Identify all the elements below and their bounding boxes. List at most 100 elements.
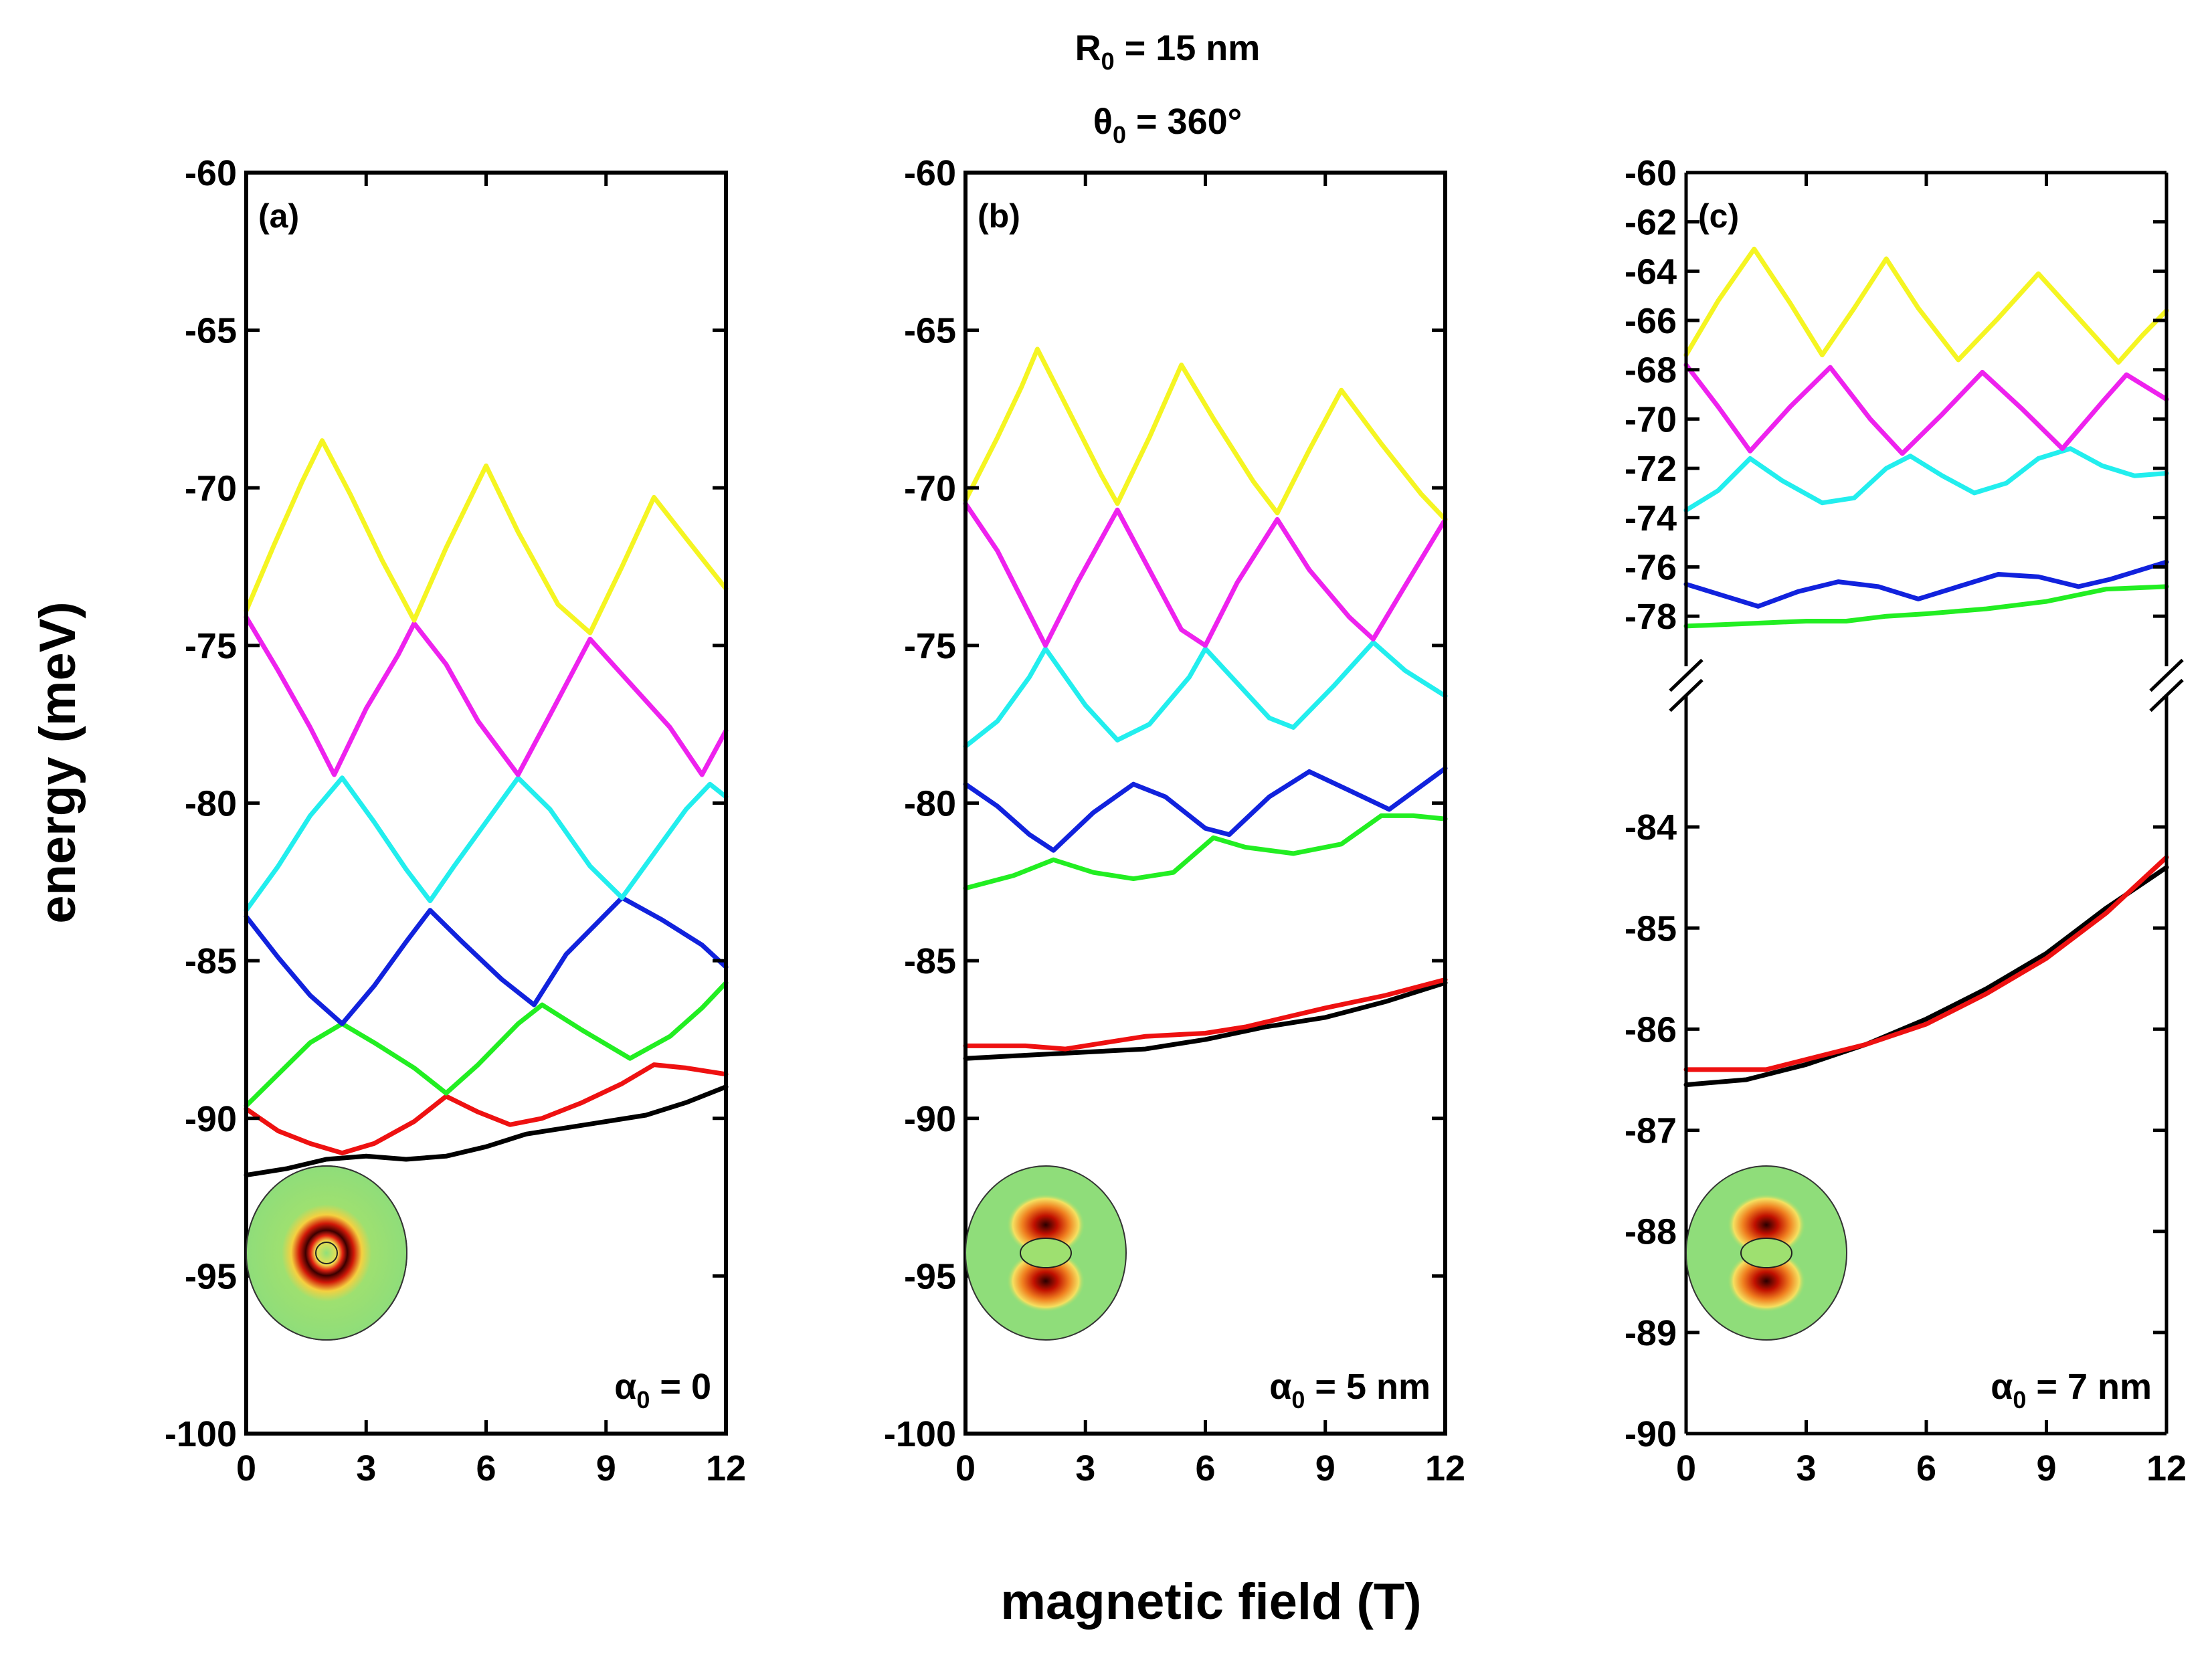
alpha-value: = 0 bbox=[650, 1367, 711, 1407]
y-tick-label: -90 bbox=[1625, 1414, 1677, 1454]
alpha-label: α0 = 0 bbox=[614, 1367, 711, 1414]
series-layer bbox=[963, 347, 1448, 1061]
series-yellow bbox=[963, 347, 1448, 522]
alpha-label: α0 = 5 nm bbox=[1269, 1367, 1431, 1414]
angle-subscript: 0 bbox=[1113, 121, 1126, 149]
y-tick-label: -80 bbox=[185, 784, 237, 824]
x-tick-label: 3 bbox=[1796, 1448, 1816, 1488]
y-tick-label: -65 bbox=[185, 311, 237, 351]
y-tick-label: -80 bbox=[904, 784, 956, 824]
series-red bbox=[1683, 855, 2169, 1072]
plot-frame bbox=[244, 171, 728, 1436]
y-tick-label: -89 bbox=[1625, 1313, 1677, 1353]
y-axis-title: energy (meV) bbox=[29, 601, 86, 924]
radius-symbol: R bbox=[1075, 28, 1101, 68]
series-black bbox=[963, 980, 1448, 1061]
series-red bbox=[244, 1062, 729, 1156]
y-tick-label: -64 bbox=[1625, 252, 1677, 292]
y-tick-label: -60 bbox=[1625, 153, 1677, 193]
series-magenta bbox=[1683, 362, 2169, 456]
y-tick-label: -78 bbox=[1625, 597, 1677, 637]
series-layer bbox=[244, 438, 729, 1178]
inset-lobe-top bbox=[1007, 1194, 1085, 1256]
y-tick-label: -84 bbox=[1625, 807, 1677, 848]
y-tick-label: -60 bbox=[185, 153, 237, 193]
panel-label: (b) bbox=[978, 197, 1020, 235]
inset-core bbox=[1740, 1238, 1792, 1268]
series-black bbox=[244, 1084, 729, 1178]
y-tick-label: -75 bbox=[904, 626, 956, 666]
x-tick-label: 0 bbox=[955, 1448, 976, 1488]
panel-label: (a) bbox=[258, 197, 299, 235]
x-tick-label: 6 bbox=[476, 1448, 496, 1488]
x-tick-label: 9 bbox=[2036, 1448, 2056, 1488]
alpha-value: = 5 nm bbox=[1305, 1367, 1431, 1407]
panel-b: 0 3 6 9 12 -60 -65 -70 -75 -80 -85 -90 -95 -100 (b) α0 … bbox=[884, 153, 1465, 1488]
series-blue bbox=[244, 895, 729, 1026]
x-axis-title: magnetic field (T) bbox=[1000, 1573, 1421, 1630]
axis-break-mark bbox=[1669, 678, 1703, 712]
series-red bbox=[963, 977, 1448, 1052]
plot-frame bbox=[963, 171, 1447, 1436]
y-tick-label: -75 bbox=[185, 626, 237, 666]
y-tick-label: -85 bbox=[185, 941, 237, 981]
inset-core bbox=[315, 1242, 338, 1264]
alpha-subscript: 0 bbox=[1291, 1386, 1305, 1414]
inset-lobe-bottom bbox=[1007, 1250, 1085, 1312]
y-tick-label: -66 bbox=[1625, 301, 1677, 341]
series-cyan bbox=[1683, 446, 2169, 513]
alpha-symbol: α bbox=[614, 1367, 636, 1407]
y-tick-label: -100 bbox=[165, 1414, 237, 1454]
series-layer bbox=[1683, 246, 2169, 1088]
x-tick-label: 0 bbox=[1676, 1448, 1696, 1488]
x-tick-label: 12 bbox=[706, 1448, 746, 1488]
wavefunction-inset bbox=[1685, 1165, 1847, 1341]
series-blue bbox=[963, 766, 1448, 853]
y-tick-label: -90 bbox=[185, 1099, 237, 1139]
angle-value: = 360° bbox=[1126, 102, 1242, 142]
x-tick-label: 3 bbox=[356, 1448, 376, 1488]
y-tick-label: -95 bbox=[904, 1256, 956, 1296]
y-tick-label: -74 bbox=[1625, 498, 1677, 539]
series-magenta bbox=[963, 501, 1448, 648]
alpha-value: = 7 nm bbox=[2026, 1367, 2152, 1407]
y-tick-label: -87 bbox=[1625, 1111, 1677, 1151]
series-yellow bbox=[1683, 246, 2169, 365]
y-tick-label: -95 bbox=[185, 1256, 237, 1296]
radius-label: R0 = 15 nm bbox=[1075, 28, 1261, 75]
y-tick-label: -70 bbox=[185, 468, 237, 508]
figure-header: R0 = 15 nm θ0 = 360° bbox=[1075, 28, 1261, 149]
x-tick-label: 12 bbox=[2146, 1448, 2187, 1488]
panel-label: (c) bbox=[1698, 197, 1739, 235]
series-magenta bbox=[244, 615, 729, 777]
wavefunction-inset bbox=[965, 1165, 1127, 1341]
x-tick-label: 9 bbox=[596, 1448, 616, 1488]
y-tick-label: -68 bbox=[1625, 351, 1677, 391]
x-tick-label: 12 bbox=[1425, 1448, 1465, 1488]
inset-lobe-top bbox=[1728, 1194, 1805, 1256]
radius-value: = 15 nm bbox=[1115, 28, 1261, 68]
x-tick-label: 6 bbox=[1916, 1448, 1936, 1488]
series-black bbox=[1683, 865, 2169, 1088]
inset-lobe-bottom bbox=[1728, 1250, 1805, 1312]
y-tick-label: -70 bbox=[1625, 399, 1677, 440]
axis-break-mark bbox=[2149, 658, 2184, 692]
alpha-label: α0 = 7 nm bbox=[1991, 1367, 2152, 1414]
x-tick-label: 0 bbox=[236, 1448, 256, 1488]
radius-subscript: 0 bbox=[1101, 47, 1115, 75]
y-tick-label: -88 bbox=[1625, 1212, 1677, 1252]
angle-symbol: θ bbox=[1093, 102, 1113, 142]
x-tick-label: 6 bbox=[1195, 1448, 1215, 1488]
y-tick-label: -72 bbox=[1625, 449, 1677, 489]
alpha-symbol: α bbox=[1991, 1367, 2013, 1407]
x-tick-label: 9 bbox=[1315, 1448, 1335, 1488]
y-tick-label: -86 bbox=[1625, 1009, 1677, 1050]
panel-a: 0 3 6 9 12 -60 -65 -70 -75 -80 -85 -90 -95 -100 (a) α0 … bbox=[165, 153, 746, 1488]
series-green bbox=[244, 980, 729, 1108]
series-green bbox=[963, 813, 1448, 891]
series-yellow bbox=[244, 438, 729, 636]
alpha-symbol: α bbox=[1269, 1367, 1291, 1407]
series-green bbox=[1683, 584, 2169, 629]
angle-label: θ0 = 360° bbox=[1093, 102, 1242, 149]
